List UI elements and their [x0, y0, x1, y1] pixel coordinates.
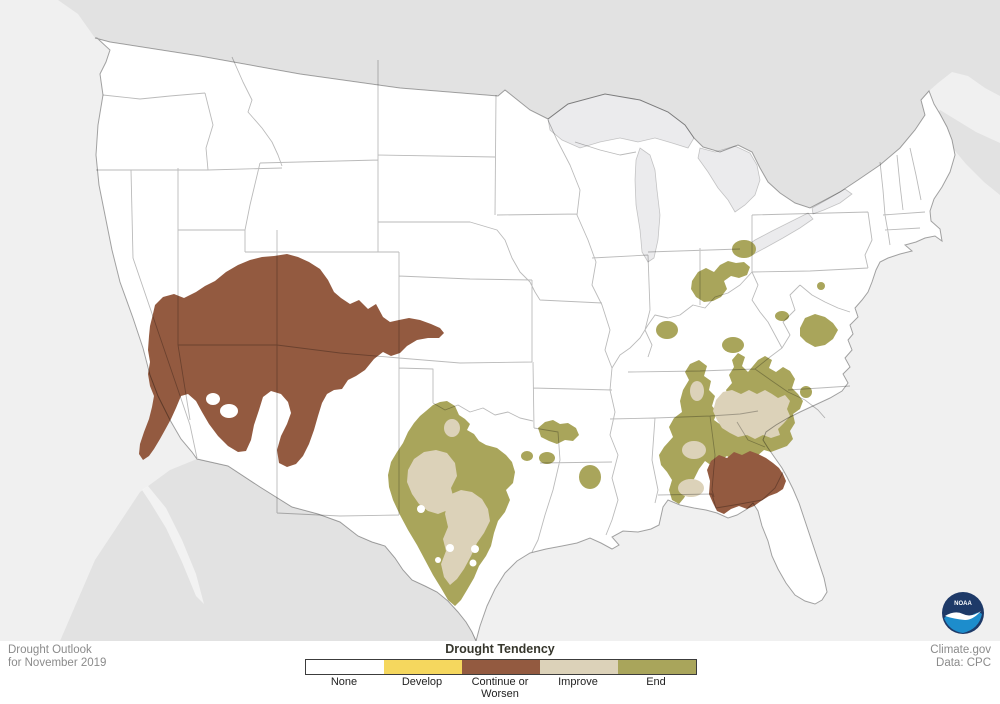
- legend-swatch-none: [306, 660, 384, 674]
- end-spot-kentucky-tennessee: [722, 337, 744, 353]
- legend-label-none: None: [330, 676, 358, 688]
- legend-labels: None Develop Continue or Worsen Improve …: [305, 676, 695, 700]
- noaa-logo-gull: [945, 611, 981, 620]
- great-lakes: [547, 93, 853, 263]
- end-region-red-river: [538, 420, 579, 444]
- data-credit-line1: Climate.gov: [930, 644, 991, 656]
- data-credit: Climate.gov Data: CPC: [930, 644, 991, 669]
- improve-texas-south: [441, 490, 490, 585]
- lake-ontario: [811, 188, 853, 215]
- legend-swatch-continue: [462, 660, 540, 674]
- footer: Drought Outlook for November 2019 Drough…: [0, 641, 1000, 704]
- end-spot-sw-indiana: [656, 321, 678, 339]
- legend-label-improve: Improve: [558, 676, 598, 688]
- continue-region-south-georgia: [707, 451, 786, 514]
- data-credit-line2: Data: CPC: [936, 656, 991, 669]
- end-spot-ne-texas-2: [539, 452, 555, 464]
- map-title-line1: Drought Outlook: [8, 644, 92, 656]
- legend-label-continue: Continue or Worsen: [471, 676, 529, 700]
- mexico-landmass: [60, 459, 477, 641]
- improve-nw-georgia: [690, 381, 704, 401]
- maritimes-landmass: [935, 110, 1000, 195]
- drought-continue-layer: [139, 254, 786, 514]
- map-canvas: [0, 0, 1000, 643]
- end-spot-maryland: [817, 282, 825, 290]
- canada-landmass: [58, 0, 1000, 208]
- hole-texas-1: [417, 505, 425, 513]
- legend-swatch-improve: [540, 660, 618, 674]
- drought-improve-layer: [407, 381, 790, 585]
- end-spot-mississippi: [579, 465, 601, 489]
- legend-label-end: End: [646, 676, 666, 688]
- continue-region-four-corners: [139, 254, 444, 467]
- hole-four-corners-2: [220, 404, 238, 418]
- improve-south-alabama: [678, 479, 704, 497]
- hole-four-corners-1: [206, 393, 220, 405]
- us-drought-map: [0, 0, 1000, 643]
- lake-huron: [697, 145, 761, 213]
- gulf-of-california: [142, 486, 204, 604]
- state-borders: [96, 56, 926, 553]
- end-spot-ne-texas-1: [521, 451, 533, 461]
- improve-west-alabama: [682, 441, 706, 459]
- end-spot-south-carolina: [800, 386, 812, 398]
- legend-swatch-end: [618, 660, 696, 674]
- drought-hole-layer: [206, 393, 479, 567]
- end-region-indiana-ohio: [691, 261, 750, 302]
- hole-texas-3: [471, 545, 479, 553]
- legend-label-develop: Develop: [401, 676, 443, 688]
- legend-color-bar: [305, 659, 697, 675]
- improve-texas-panhandle: [444, 419, 460, 437]
- map-title-line2: for November 2019: [8, 656, 107, 669]
- noaa-logo-text: NOAA: [954, 601, 972, 607]
- improve-texas-west: [407, 450, 457, 514]
- lake-superior: [547, 93, 695, 149]
- lake-michigan: [634, 147, 661, 263]
- us-coastline: [94, 37, 956, 643]
- map-title: Drought Outlook for November 2019: [8, 644, 106, 669]
- improve-georgia: [713, 390, 790, 439]
- hole-texas-2: [446, 544, 454, 552]
- end-spot-west-virginia: [775, 311, 789, 321]
- legend-title: Drought Tendency: [445, 642, 555, 656]
- noaa-logo: NOAA: [941, 591, 985, 635]
- hole-texas-5: [435, 557, 441, 563]
- end-spot-nw-ohio: [732, 240, 756, 258]
- end-region-virginia-nc: [800, 314, 838, 347]
- hole-texas-4: [469, 559, 477, 567]
- legend-swatch-develop: [384, 660, 462, 674]
- lake-erie: [739, 212, 814, 258]
